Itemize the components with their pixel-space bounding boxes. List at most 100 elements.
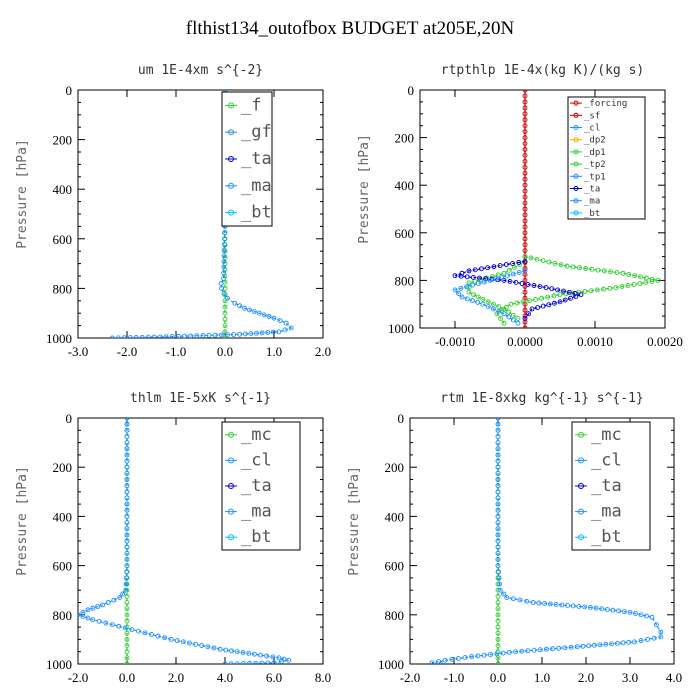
data-point — [506, 314, 512, 320]
data-point — [221, 264, 227, 270]
y-tick-label: 600 — [53, 232, 73, 247]
data-point — [495, 421, 501, 427]
data-point — [522, 176, 528, 182]
data-point — [526, 298, 532, 304]
legend-label: _cl — [591, 450, 622, 470]
data-point — [180, 639, 186, 645]
data-point — [116, 623, 122, 629]
data-point — [495, 618, 501, 624]
data-point — [633, 611, 638, 617]
data-point — [495, 501, 501, 507]
data-point — [485, 265, 491, 271]
legend-label: _dp1 — [584, 148, 606, 158]
data-point — [588, 288, 594, 294]
data-point — [464, 274, 470, 280]
legend-label: _bt — [591, 527, 622, 547]
data-point — [111, 597, 117, 603]
data-point — [485, 299, 491, 305]
data-point — [510, 596, 516, 602]
data-point — [475, 653, 481, 659]
data-point — [455, 656, 461, 661]
data-point — [614, 270, 620, 275]
data-point — [124, 470, 130, 476]
data-point — [458, 285, 464, 291]
data-point — [199, 643, 205, 648]
data-point — [174, 638, 180, 644]
data-point — [525, 648, 531, 654]
data-point — [658, 629, 664, 635]
data-point — [522, 117, 528, 123]
legend-marker — [228, 102, 234, 109]
legend-marker — [228, 534, 234, 541]
legend-marker — [573, 161, 579, 167]
data-point — [240, 661, 246, 664]
data-point — [587, 604, 593, 610]
data-point — [222, 661, 228, 664]
data-point — [528, 255, 534, 261]
data-point — [481, 279, 487, 285]
data-point — [645, 636, 651, 642]
data-point — [464, 296, 470, 302]
legend-marker — [573, 173, 579, 179]
data-point — [522, 230, 528, 236]
x-tick-label: -2.0 — [400, 670, 421, 685]
data-point — [501, 311, 507, 317]
data-point — [459, 294, 465, 300]
legend-label: _ta — [241, 149, 272, 169]
x-tick-label: -3.0 — [68, 344, 89, 359]
panel-title: rtpthlp 1E-4x(kg K)/(kg s) — [441, 63, 645, 78]
data-point — [540, 258, 546, 264]
data-point — [522, 93, 528, 99]
data-point — [222, 329, 228, 335]
data-point — [522, 242, 528, 248]
data-point — [495, 612, 501, 618]
data-point — [496, 304, 502, 310]
y-axis-label: Pressure [hPa] — [357, 134, 372, 244]
legend-marker — [228, 431, 234, 438]
legend-marker — [228, 483, 234, 489]
data-point — [495, 563, 501, 569]
data-point — [619, 284, 625, 289]
data-point — [522, 105, 528, 111]
y-tick-label: 400 — [53, 182, 73, 197]
legend-label: _cl — [241, 450, 272, 470]
data-point — [470, 274, 476, 280]
data-point — [124, 544, 130, 550]
data-point — [503, 262, 509, 267]
data-point — [540, 303, 546, 309]
data-point — [539, 295, 545, 301]
data-point — [149, 632, 154, 637]
y-tick-label: 200 — [53, 133, 73, 148]
x-tick-label: 0.0 — [490, 670, 506, 685]
data-point — [217, 646, 223, 652]
data-point — [78, 612, 81, 618]
data-point — [224, 332, 230, 338]
data-point — [493, 276, 499, 282]
data-point — [566, 289, 572, 295]
data-point — [115, 335, 121, 338]
data-point — [221, 276, 226, 281]
data-point — [582, 289, 588, 294]
data-point — [103, 620, 109, 626]
data-point — [259, 330, 265, 336]
data-point — [495, 557, 501, 562]
data-point — [620, 270, 626, 276]
legend-marker — [228, 457, 234, 464]
data-point — [211, 645, 217, 651]
data-point — [555, 287, 561, 293]
data-point — [266, 314, 272, 319]
data-point — [123, 575, 129, 581]
legend: _mc _cl _ta _ma _bt — [571, 421, 651, 551]
data-point — [559, 602, 565, 608]
data-point — [604, 607, 610, 612]
data-point — [121, 335, 127, 338]
y-tick-label: 800 — [385, 608, 405, 623]
legend-marker — [578, 431, 584, 438]
data-point — [526, 311, 531, 317]
data-point — [552, 260, 558, 266]
x-tick-label: 2.0 — [578, 670, 594, 685]
data-point — [100, 602, 105, 608]
data-point — [522, 277, 528, 283]
data-point — [124, 655, 130, 661]
data-point — [232, 300, 238, 306]
